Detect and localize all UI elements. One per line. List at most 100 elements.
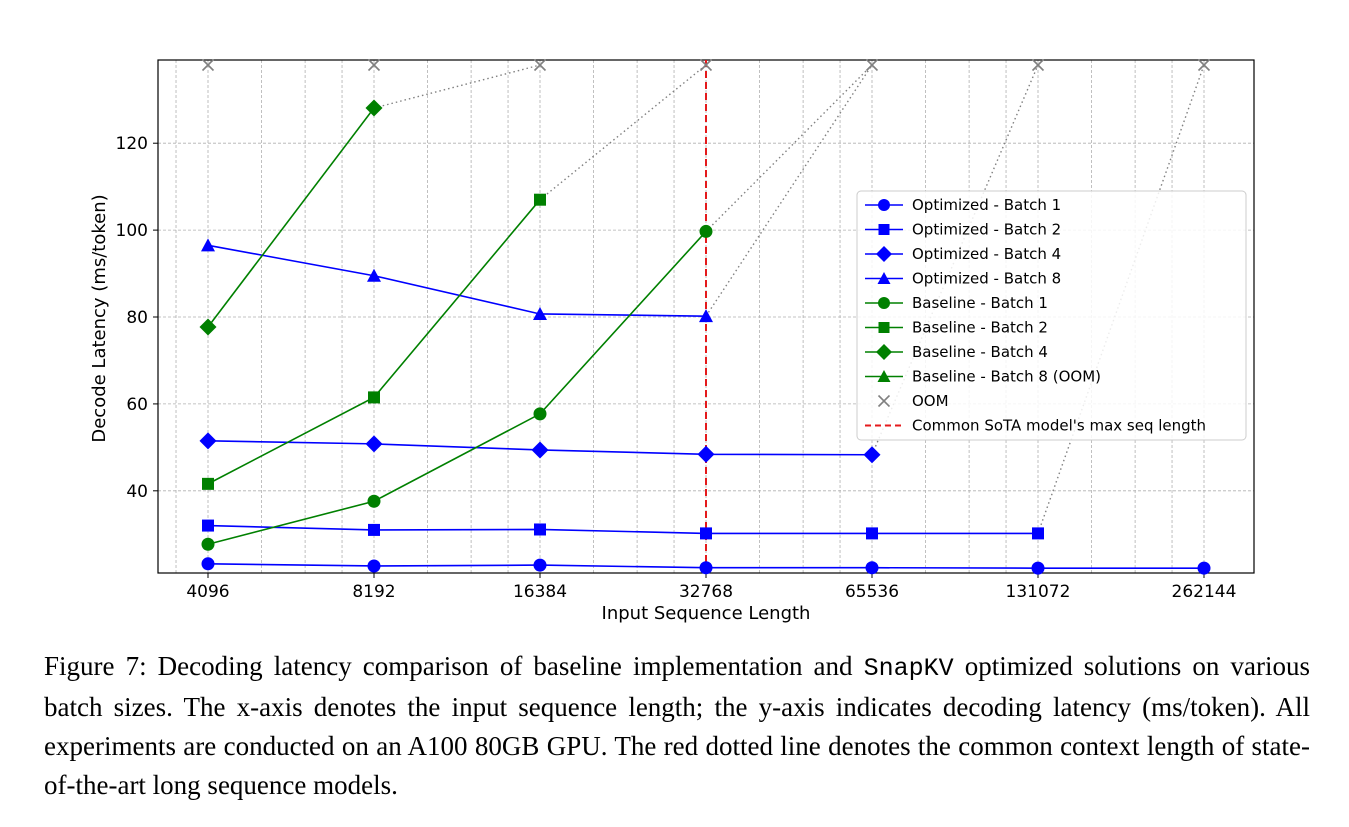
oom-connector-line: [539, 64, 707, 201]
caption-prefix: Figure 7: Decoding latency comparison of…: [44, 651, 864, 681]
data-point-square: [202, 519, 214, 532]
x-tick-label: 131072: [1006, 582, 1071, 602]
data-point-circle: [367, 494, 381, 508]
oom-marker: [367, 58, 381, 72]
legend-marker-square: [878, 224, 890, 235]
legend-label: Baseline - Batch 4: [912, 343, 1048, 361]
series-line: [207, 230, 707, 546]
legend-marker-triangle: [877, 370, 891, 382]
data-point-triangle: [533, 306, 547, 320]
x-tick-label: 8192: [352, 582, 395, 602]
legend-label: Optimized - Batch 4: [912, 245, 1061, 263]
caption-suffix: optimized solutions on various batch siz…: [44, 651, 1310, 800]
oom-marker: [1197, 58, 1211, 72]
data-point-circle: [1031, 561, 1045, 575]
legend-marker-triangle: [877, 272, 891, 284]
decode-latency-chart: 4096 8192 16384 32768 65536 131072 262144 40 60…: [89, 58, 1255, 624]
legend-label: Common SoTA model's max seq length: [912, 417, 1206, 435]
x-tick-label: 4096: [186, 582, 229, 602]
oom-marker: [533, 58, 547, 72]
data-point-circle: [367, 559, 381, 573]
legend-entry: Optimized - Batch 8: [865, 270, 1061, 288]
y-tick-label: 100: [116, 221, 148, 241]
y-tick-label: 40: [126, 482, 148, 502]
legend-entry: Baseline - Batch 2: [865, 319, 1048, 337]
data-point-triangle: [201, 238, 215, 252]
data-point-square: [368, 391, 380, 404]
legend-marker-circle: [878, 297, 890, 309]
caption-code: SnapKV: [863, 654, 954, 683]
legend-entry: Common SoTA model's max seq length: [865, 417, 1206, 435]
legend-entry: Baseline - Batch 8 (OOM): [865, 368, 1101, 386]
series-optimized-circle: [201, 557, 1211, 575]
oom-marker: [1031, 58, 1045, 72]
legend-marker-diamond: [876, 344, 892, 360]
oom-markers: [201, 58, 1211, 72]
data-point-circle: [865, 561, 879, 575]
legend-marker-diamond: [876, 246, 892, 262]
data-point-diamond: [365, 435, 383, 453]
x-tick-label: 16384: [513, 582, 567, 602]
data-point-triangle: [699, 309, 713, 323]
data-point-circle: [533, 407, 547, 421]
data-point-square: [1032, 527, 1044, 540]
series-line: [207, 107, 375, 328]
data-point-circle: [201, 537, 215, 551]
data-point-square: [368, 523, 380, 536]
data-point-triangle: [367, 268, 381, 282]
series-optimized-triangle: [201, 238, 713, 323]
data-point-diamond: [365, 99, 383, 117]
legend-label: Baseline - Batch 1: [912, 294, 1048, 312]
legend-label: Baseline - Batch 8 (OOM): [912, 368, 1101, 386]
oom-marker: [865, 58, 879, 72]
y-tick-label: 80: [126, 308, 148, 328]
oom-connector-line: [373, 64, 541, 109]
data-point-square: [202, 477, 214, 490]
legend-entry: Baseline - Batch 4: [865, 343, 1048, 361]
x-tick-label: 65536: [845, 582, 899, 602]
data-point-diamond: [697, 445, 715, 463]
x-tick-label: 32768: [679, 582, 733, 602]
legend-entry: Optimized - Batch 1: [865, 196, 1061, 214]
data-point-circle: [1197, 561, 1211, 575]
oom-marker: [699, 58, 713, 72]
series: [199, 99, 1211, 575]
data-point-circle: [699, 561, 713, 575]
series-line: [207, 244, 707, 317]
legend-marker-oom: [877, 394, 891, 408]
legend-entry: OOM: [877, 392, 949, 410]
y-tick-label: 120: [116, 134, 148, 154]
data-point-square: [534, 523, 546, 536]
data-point-diamond: [531, 441, 549, 459]
data-point-diamond: [863, 446, 881, 464]
legend-label: OOM: [912, 392, 949, 410]
oom-connector-line: [705, 64, 873, 317]
legend-marker-square: [878, 322, 890, 333]
series-baseline-circle: [201, 224, 713, 551]
data-point-square: [866, 527, 878, 540]
legend-label: Optimized - Batch 8: [912, 270, 1061, 288]
series-optimized-diamond: [199, 432, 881, 464]
data-point-square: [700, 527, 712, 540]
figure-caption: Figure 7: Decoding latency comparison of…: [44, 647, 1310, 805]
series-optimized-square: [202, 519, 1044, 540]
x-axis-ticks: 4096 8192 16384 32768 65536 131072 262144: [186, 573, 1236, 602]
legend-entry: Optimized - Batch 4: [865, 245, 1061, 263]
oom-marker: [201, 58, 215, 72]
data-point-circle: [699, 224, 713, 238]
x-tick-label: 262144: [1172, 582, 1237, 602]
y-axis-ticks: 40 60 80 100 120: [116, 134, 158, 502]
data-point-diamond: [199, 432, 217, 450]
legend-box: [856, 190, 1247, 441]
legend-marker-circle: [878, 199, 890, 211]
legend-label: Optimized - Batch 1: [912, 196, 1061, 214]
legend-label: Optimized - Batch 2: [912, 221, 1061, 239]
series-baseline-diamond: [199, 99, 383, 336]
data-point-circle: [201, 557, 215, 571]
series-line: [207, 524, 1038, 535]
data-point-square: [534, 193, 546, 206]
legend-entry: Optimized - Batch 2: [865, 221, 1061, 239]
y-tick-label: 60: [126, 395, 148, 415]
data-point-circle: [533, 558, 547, 572]
legend-label: Baseline - Batch 2: [912, 319, 1048, 337]
